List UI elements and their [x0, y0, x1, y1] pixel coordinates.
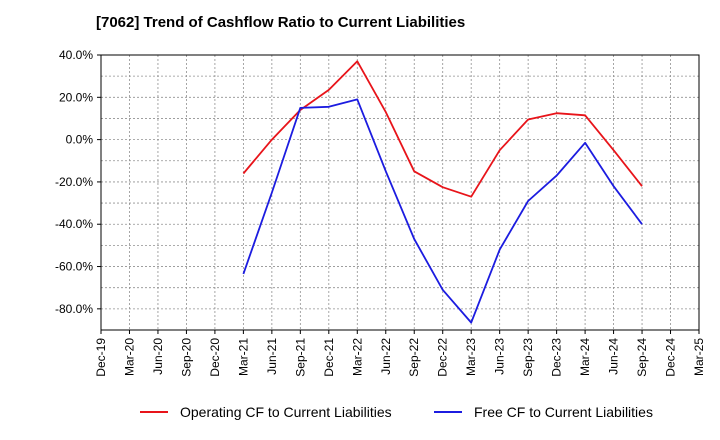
x-axis: Dec-19 Mar-20 Jun-20 Sep-20 Dec-20 Mar-21 Jun-…	[94, 330, 706, 377]
x-tick-label: Mar-22	[350, 338, 364, 376]
x-tick-label: Dec-22	[436, 338, 450, 377]
plot-area	[100, 54, 700, 331]
chart-title: [7062] Trend of Cashflow Ratio to Curren…	[96, 14, 466, 31]
y-tick-label: -20.0%	[55, 175, 93, 189]
x-tick-label: Dec-20	[208, 338, 222, 377]
x-tick-label: Sep-23	[521, 338, 535, 377]
y-axis: 40.0% 20.0% 0.0% -20.0% -40.0% -60.0% -80.0%	[55, 48, 101, 316]
x-tick-label: Jun-22	[379, 338, 393, 375]
grid-lines	[100, 54, 700, 331]
series-lines	[242, 60, 643, 324]
x-tick-label: Dec-23	[550, 338, 564, 377]
x-tick-label: Jun-20	[151, 338, 165, 375]
legend-label-operating-cf: Operating CF to Current Liabilities	[180, 404, 392, 420]
x-tick-label: Dec-19	[94, 338, 108, 377]
legend-item-free-cf: Free CF to Current Liabilities	[434, 404, 653, 420]
x-tick-label: Sep-20	[179, 338, 193, 377]
y-tick-label: -60.0%	[55, 260, 93, 274]
x-tick-label: Jun-21	[265, 338, 279, 375]
x-tick-label: Mar-23	[464, 338, 478, 376]
legend-label-free-cf: Free CF to Current Liabilities	[474, 404, 653, 420]
y-tick-label: 20.0%	[59, 90, 93, 104]
x-tick-label: Jun-23	[493, 338, 507, 375]
x-tick-label: Jun-24	[607, 338, 621, 375]
legend-swatch-operating-cf	[140, 411, 168, 413]
x-tick-label: Mar-25	[692, 338, 706, 376]
x-tick-label: Sep-22	[407, 338, 421, 377]
x-tick-label: Dec-24	[664, 338, 678, 377]
legend-swatch-free-cf	[434, 411, 462, 413]
x-tick-label: Dec-21	[322, 338, 336, 377]
legend-item-operating-cf: Operating CF to Current Liabilities	[140, 404, 392, 420]
y-tick-label: -80.0%	[55, 302, 93, 316]
x-tick-label: Mar-21	[236, 338, 250, 376]
y-tick-label: -40.0%	[55, 217, 93, 231]
x-tick-label: Sep-24	[635, 338, 649, 377]
x-tick-label: Mar-24	[578, 338, 592, 376]
y-tick-label: 0.0%	[66, 133, 94, 147]
x-tick-label: Sep-21	[293, 338, 307, 377]
x-tick-label: Mar-20	[122, 338, 136, 376]
y-tick-label: 40.0%	[59, 48, 93, 62]
